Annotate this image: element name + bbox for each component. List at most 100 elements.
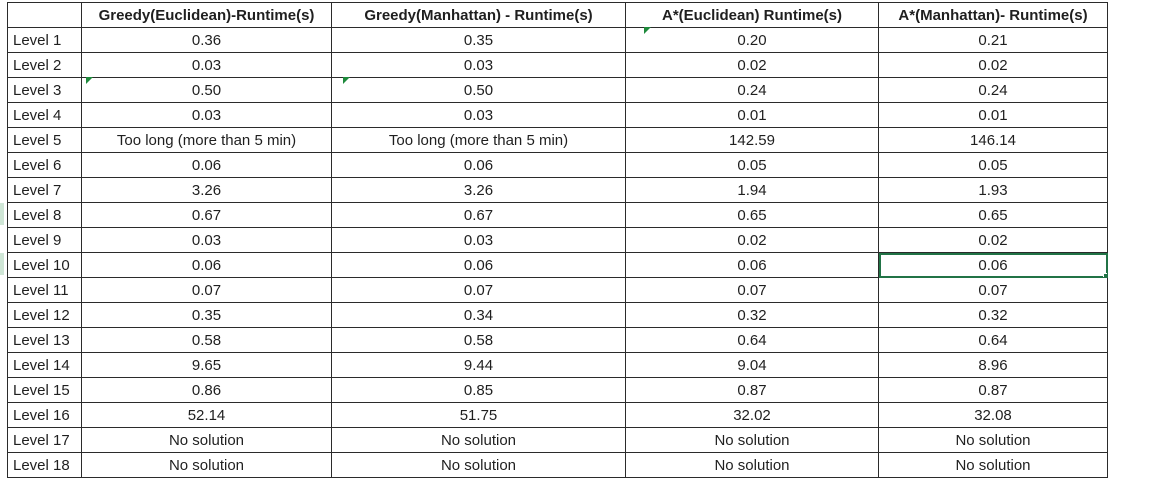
data-cell[interactable]: 0.05	[625, 152, 879, 178]
column-header-greedy-manhattan[interactable]: Greedy(Manhattan) - Runtime(s)	[331, 2, 626, 28]
row-label-cell[interactable]: Level 17	[7, 427, 82, 453]
data-cell[interactable]: 0.01	[878, 102, 1108, 128]
data-cell[interactable]: Too long (more than 5 min)	[81, 127, 332, 153]
row-label-cell[interactable]: Level 18	[7, 452, 82, 478]
row-label-cell[interactable]: Level 10	[7, 252, 82, 278]
data-cell[interactable]: 0.85	[331, 377, 626, 403]
data-cell[interactable]: 0.50	[331, 77, 626, 103]
data-cell[interactable]: 0.20	[625, 27, 879, 53]
data-cell[interactable]: 0.32	[878, 302, 1108, 328]
table-row: Level 5 Too long (more than 5 min) Too lon…	[7, 127, 1108, 153]
row-label-cell[interactable]: Level 9	[7, 227, 82, 253]
row-label-cell[interactable]: Level 14	[7, 352, 82, 378]
row-label-cell[interactable]: Level 16	[7, 402, 82, 428]
data-cell[interactable]: Too long (more than 5 min)	[331, 127, 626, 153]
data-cell[interactable]: 3.26	[331, 177, 626, 203]
data-cell[interactable]: 0.05	[878, 152, 1108, 178]
selected-cell[interactable]: 0.06	[878, 252, 1108, 278]
row-label-cell[interactable]: Level 6	[7, 152, 82, 178]
data-cell[interactable]: 146.14	[878, 127, 1108, 153]
data-cell[interactable]: 0.03	[331, 52, 626, 78]
data-cell[interactable]: No solution	[625, 452, 879, 478]
data-cell[interactable]: 32.02	[625, 402, 879, 428]
data-cell[interactable]: No solution	[81, 452, 332, 478]
data-cell[interactable]: 0.24	[878, 77, 1108, 103]
data-cell[interactable]: 0.87	[878, 377, 1108, 403]
data-cell[interactable]: 0.02	[878, 227, 1108, 253]
fill-handle[interactable]	[1103, 273, 1107, 277]
data-cell[interactable]: No solution	[331, 452, 626, 478]
row-label-cell[interactable]: Level 3	[7, 77, 82, 103]
data-cell[interactable]: 0.03	[81, 102, 332, 128]
column-header-astar-manhattan[interactable]: A*(Manhattan)- Runtime(s)	[878, 2, 1108, 28]
data-cell[interactable]: 3.26	[81, 177, 332, 203]
data-cell[interactable]: 52.14	[81, 402, 332, 428]
data-cell[interactable]: 0.24	[625, 77, 879, 103]
data-cell[interactable]: 0.07	[331, 277, 626, 303]
data-cell[interactable]: 0.35	[331, 27, 626, 53]
data-cell[interactable]: 9.04	[625, 352, 879, 378]
data-cell[interactable]: 0.58	[331, 327, 626, 353]
table-row: Level 17 No solution No solution No solutio…	[7, 427, 1108, 453]
column-header-greedy-euclidean[interactable]: Greedy(Euclidean)-Runtime(s)	[81, 2, 332, 28]
row-label-cell[interactable]: Level 2	[7, 52, 82, 78]
data-cell[interactable]: 0.67	[81, 202, 332, 228]
row-label-cell[interactable]: Level 13	[7, 327, 82, 353]
data-cell[interactable]: 0.02	[878, 52, 1108, 78]
data-cell[interactable]: 0.02	[625, 52, 879, 78]
data-cell[interactable]: No solution	[625, 427, 879, 453]
data-cell[interactable]: 0.06	[81, 252, 332, 278]
data-cell[interactable]: 0.64	[625, 327, 879, 353]
data-cell[interactable]: 9.44	[331, 352, 626, 378]
row-label-cell[interactable]: Level 12	[7, 302, 82, 328]
row-label-cell[interactable]: Level 5	[7, 127, 82, 153]
data-cell[interactable]: 32.08	[878, 402, 1108, 428]
data-cell[interactable]: 0.50	[81, 77, 332, 103]
data-cell[interactable]: 0.07	[878, 277, 1108, 303]
data-cell[interactable]: 8.96	[878, 352, 1108, 378]
data-cell[interactable]: No solution	[878, 427, 1108, 453]
data-cell[interactable]: No solution	[81, 427, 332, 453]
row-label-cell[interactable]: Level 11	[7, 277, 82, 303]
header-row: Greedy(Euclidean)-Runtime(s) Greedy(Manh…	[7, 2, 1108, 28]
data-cell[interactable]: 1.94	[625, 177, 879, 203]
data-cell[interactable]: 0.03	[81, 52, 332, 78]
data-cell[interactable]: 0.35	[81, 302, 332, 328]
data-cell[interactable]: 0.03	[331, 102, 626, 128]
row-label-cell[interactable]: Level 8	[7, 202, 82, 228]
data-cell[interactable]: 0.07	[81, 277, 332, 303]
data-cell[interactable]: 0.86	[81, 377, 332, 403]
data-cell[interactable]: 0.34	[331, 302, 626, 328]
table-row: Level 7 3.26 3.26 1.94 1.93	[7, 177, 1108, 203]
data-cell[interactable]: 0.21	[878, 27, 1108, 53]
column-header-astar-euclidean[interactable]: A*(Euclidean) Runtime(s)	[625, 2, 879, 28]
data-cell[interactable]: 0.06	[81, 152, 332, 178]
row-label-cell[interactable]: Level 4	[7, 102, 82, 128]
data-cell[interactable]: 0.01	[625, 102, 879, 128]
data-cell[interactable]: 0.07	[625, 277, 879, 303]
data-cell[interactable]: 0.06	[331, 152, 626, 178]
data-cell[interactable]: 0.36	[81, 27, 332, 53]
data-cell[interactable]: 1.93	[878, 177, 1108, 203]
data-cell[interactable]: 142.59	[625, 127, 879, 153]
data-cell[interactable]: 0.06	[331, 252, 626, 278]
data-cell[interactable]: 0.06	[625, 252, 879, 278]
data-cell[interactable]: 51.75	[331, 402, 626, 428]
data-cell[interactable]: 0.58	[81, 327, 332, 353]
data-cell[interactable]: 0.32	[625, 302, 879, 328]
data-cell[interactable]: 0.65	[878, 202, 1108, 228]
row-label-cell[interactable]: Level 7	[7, 177, 82, 203]
data-cell[interactable]: 0.03	[331, 227, 626, 253]
row-label-cell[interactable]: Level 15	[7, 377, 82, 403]
data-cell[interactable]: 9.65	[81, 352, 332, 378]
data-cell[interactable]: 0.64	[878, 327, 1108, 353]
data-cell[interactable]: 0.02	[625, 227, 879, 253]
data-cell[interactable]: No solution	[331, 427, 626, 453]
data-cell[interactable]: No solution	[878, 452, 1108, 478]
row-label-cell[interactable]: Level 1	[7, 27, 82, 53]
data-cell[interactable]: 0.87	[625, 377, 879, 403]
corner-cell[interactable]	[7, 2, 82, 28]
data-cell[interactable]: 0.67	[331, 202, 626, 228]
data-cell[interactable]: 0.03	[81, 227, 332, 253]
data-cell[interactable]: 0.65	[625, 202, 879, 228]
